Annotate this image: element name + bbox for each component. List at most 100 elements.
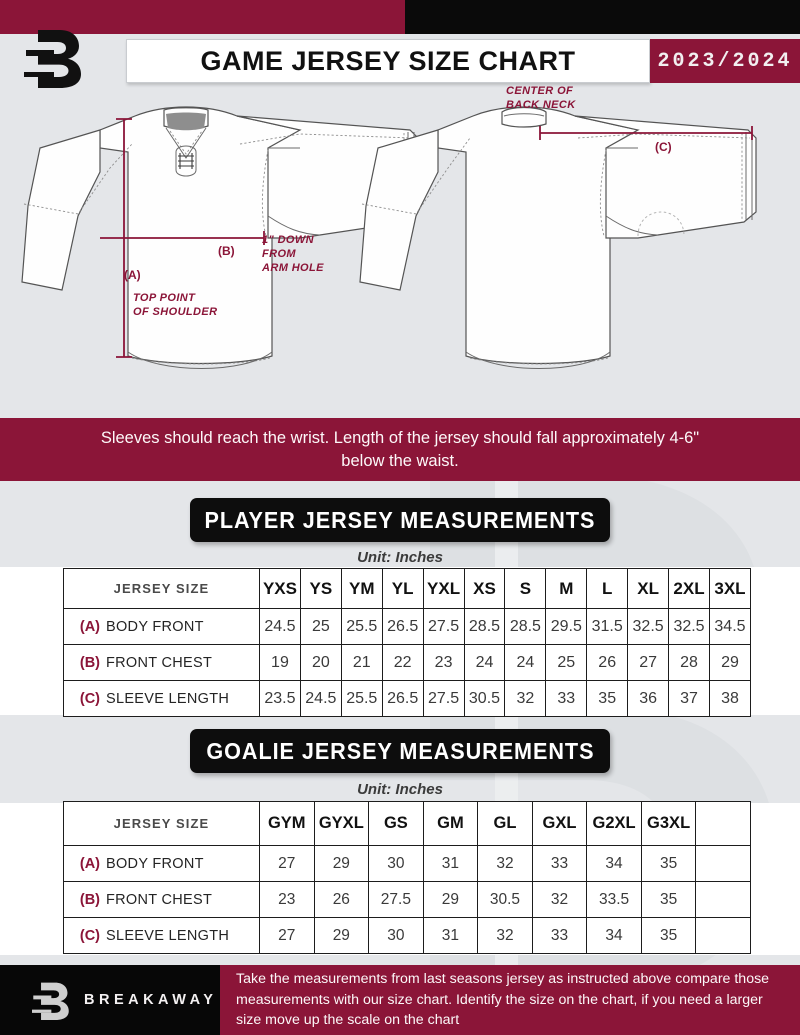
- top-accent-bar: [0, 0, 800, 34]
- measurement-value-cell: 26.5: [381, 680, 424, 717]
- measurement-value-cell: 25: [545, 644, 588, 681]
- measurement-value-cell: 35: [586, 680, 629, 717]
- measurement-value-cell: 32.5: [627, 608, 670, 645]
- top-accent-bar-black: [405, 0, 800, 34]
- size-column-header: GL: [477, 801, 533, 846]
- measurement-name: FRONT CHEST: [106, 891, 213, 908]
- breakaway-b-logo-icon: [24, 30, 81, 88]
- measurement-value-cell: [695, 845, 751, 882]
- player-measurements-table-wrap: JERSEY SIZE YXS YS YM YL YXL XS S M L XL 2XL 3XL (A…: [63, 568, 752, 717]
- table-header-row: JERSEY SIZE YXS YS YM YL YXL XS S M L XL 2XL 3XL: [63, 568, 752, 609]
- measurement-value-cell: 29: [422, 881, 479, 918]
- size-column-header: 2XL: [668, 568, 710, 609]
- measurement-value-cell: 28.5: [504, 608, 547, 645]
- dim-note-b-1: 1" DOWN: [262, 234, 315, 246]
- measurement-value-cell: 32: [477, 845, 533, 882]
- measurement-tag: (A): [79, 855, 100, 872]
- measurement-value-cell: 27.5: [368, 881, 424, 918]
- measurement-value-cell: 30: [368, 845, 424, 882]
- measurement-value-cell: 23.5: [259, 680, 301, 717]
- measurement-value-cell: 28: [668, 644, 710, 681]
- size-column-header: YL: [381, 568, 424, 609]
- season-label: 2023/2024: [657, 49, 793, 73]
- measurement-value-cell: 27: [627, 644, 670, 681]
- size-column-header: GXL: [531, 801, 588, 846]
- measurement-value-cell: 24.5: [299, 680, 342, 717]
- size-column-header: XS: [463, 568, 506, 609]
- measurement-value-cell: 31.5: [586, 608, 629, 645]
- size-column-header: GYM: [259, 801, 315, 846]
- size-column-header: GS: [368, 801, 424, 846]
- table-row: (B) FRONT CHEST 23 26 27.5 29 30.5 32 33.5 35: [63, 881, 751, 918]
- size-column-header: GM: [422, 801, 479, 846]
- table-row: (B) FRONT CHEST 19 20 21 22 23 24 24 25 26 27 28 29: [63, 644, 752, 681]
- size-column-header: M: [545, 568, 588, 609]
- goalie-section-title: GOALIE JERSEY MEASUREMENTS: [205, 737, 595, 764]
- jersey-front-illustration: [21, 106, 419, 369]
- measurement-value-cell: 37: [668, 680, 710, 717]
- size-column-header: L: [586, 568, 629, 609]
- measurement-name: BODY FRONT: [106, 855, 204, 872]
- goalie-unit-label: Unit: Inches: [357, 781, 443, 798]
- measurement-name: FRONT CHEST: [106, 654, 213, 671]
- measurement-value-cell: 25.5: [340, 608, 383, 645]
- table-row: (C) SLEEVE LENGTH 23.5 24.5 25.5 26.5 27.5 30.5…: [63, 680, 752, 717]
- goalie-measurements-table: JERSEY SIZE GYM GYXL GS GM GL GXL G2XL G3XL (A)…: [63, 801, 751, 954]
- measurement-value-cell: 34: [586, 917, 642, 954]
- measurement-value-cell: 29.5: [545, 608, 588, 645]
- measurement-value-cell: 21: [340, 644, 383, 681]
- table-row: (C) SLEEVE LENGTH 27 29 30 31 32 33 34 35: [63, 917, 751, 954]
- measurement-name: BODY FRONT: [106, 618, 204, 635]
- measurement-value-cell: 26: [586, 644, 629, 681]
- player-section-title: PLAYER JERSEY MEASUREMENTS: [204, 506, 596, 533]
- measurement-value-cell: 31: [422, 845, 479, 882]
- measurement-value-cell: [695, 917, 751, 954]
- dim-tag-c: (C): [655, 140, 672, 154]
- measurement-name: SLEEVE LENGTH: [106, 690, 230, 707]
- size-column-header: S: [504, 568, 547, 609]
- measurement-label-cell: (A) BODY FRONT: [63, 608, 260, 645]
- measurement-tag: (C): [79, 690, 100, 707]
- size-column-header: 3XL: [708, 568, 752, 609]
- measurement-value-cell: 22: [381, 644, 424, 681]
- dim-note-a-2: OF SHOULDER: [133, 306, 217, 318]
- measurement-value-cell: [695, 881, 751, 918]
- footer-brand-name: BREAKAWAY: [84, 992, 218, 1008]
- sizing-note-text: Sleeves should reach the wrist. Length o…: [100, 429, 700, 470]
- measurement-value-cell: 27.5: [422, 680, 465, 717]
- measurement-tag: (B): [79, 891, 100, 908]
- measurement-value-cell: 29: [708, 644, 752, 681]
- size-column-header: [695, 801, 751, 846]
- top-accent-bar-maroon: [0, 0, 405, 34]
- measurement-value-cell: 32.5: [668, 608, 710, 645]
- measurement-value-cell: 20: [299, 644, 342, 681]
- measurement-value-cell: 25.5: [340, 680, 383, 717]
- measurement-value-cell: 19: [259, 644, 301, 681]
- measurement-value-cell: 38: [708, 680, 752, 717]
- back-dimension-lines: [539, 126, 753, 140]
- measurement-value-cell: 36: [627, 680, 670, 717]
- measurement-value-cell: 35: [640, 881, 697, 918]
- sizing-note-banner: Sleeves should reach the wrist. Length o…: [0, 418, 800, 481]
- jersey-back-illustration: [359, 106, 757, 369]
- measurement-label-cell: (B) FRONT CHEST: [63, 881, 260, 918]
- measurement-value-cell: 24: [463, 644, 506, 681]
- measurement-label-cell: (B) FRONT CHEST: [63, 644, 260, 681]
- player-unit-label: Unit: Inches: [357, 549, 443, 566]
- measurement-value-cell: 29: [313, 917, 370, 954]
- footer-brand-block: BREAKAWAY: [0, 965, 220, 1035]
- measurement-value-cell: 33: [545, 680, 588, 717]
- footer: BREAKAWAY Take the measurements from las…: [0, 965, 800, 1035]
- footer-instructions-block: Take the measurements from last seasons …: [220, 965, 800, 1035]
- measurement-tag: (A): [79, 618, 100, 635]
- size-column-header: XL: [627, 568, 670, 609]
- dim-tag-a: (A): [124, 268, 141, 282]
- size-column-header: YXS: [259, 568, 301, 609]
- table-row: (A) BODY FRONT 27 29 30 31 32 33 34 35: [63, 845, 751, 882]
- breakaway-b-logo-icon: [32, 982, 69, 1020]
- measurement-tag: (C): [79, 927, 100, 944]
- measurement-value-cell: 34.5: [708, 608, 752, 645]
- measurement-value-cell: 27: [259, 917, 315, 954]
- player-measurements-table: JERSEY SIZE YXS YS YM YL YXL XS S M L XL 2XL 3XL (A…: [63, 568, 752, 717]
